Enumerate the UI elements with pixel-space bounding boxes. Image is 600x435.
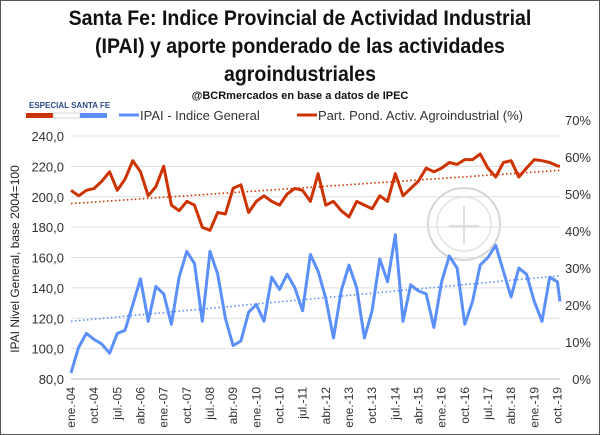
series-line-ipai bbox=[69, 233, 562, 374]
y2-tick-label: 70% bbox=[565, 113, 591, 128]
legend: IPAI - Indice General Part. Pond. Activ.… bbox=[119, 108, 523, 123]
x-tick-label: jul.-05 bbox=[110, 387, 124, 421]
legend-label-agro: Part. Pond. Activ. Agroindustrial (%) bbox=[318, 108, 523, 123]
x-tick-label: ene.-10 bbox=[249, 387, 263, 428]
y2-tick-label: 50% bbox=[565, 187, 591, 202]
title-line-2: (IPAI) y aporte ponderado de las activid… bbox=[95, 35, 505, 58]
y-tick-label: 120,0 bbox=[31, 311, 64, 326]
series-line-agro bbox=[70, 152, 561, 232]
source-note: @BCRmercados en base a datos de IPEC bbox=[191, 90, 409, 102]
seal-outer-ring bbox=[427, 187, 501, 261]
x-tick-label: jul.-14 bbox=[388, 387, 402, 421]
x-tick-label: ene.-19 bbox=[527, 387, 541, 428]
y-tick-label: 220,0 bbox=[31, 159, 64, 174]
chart-title: Santa Fe: Indice Provincial de Actividad… bbox=[22, 5, 578, 89]
y2-tick-label: 60% bbox=[565, 150, 591, 165]
x-tick-label: jul.-11 bbox=[296, 387, 310, 420]
x-tick-label: ene.-07 bbox=[157, 387, 171, 428]
seal-watermark bbox=[427, 187, 501, 261]
y2-tick-label: 30% bbox=[565, 261, 591, 276]
y-tick-label: 140,0 bbox=[31, 281, 64, 296]
x-tick-label: abr.-15 bbox=[411, 387, 425, 425]
y-tick-label: 160,0 bbox=[31, 251, 64, 266]
x-tick-label: oct.-19 bbox=[550, 387, 564, 424]
y-tick-label: 200,0 bbox=[31, 190, 64, 205]
title-line-1: Santa Fe: Indice Provincial de Actividad… bbox=[68, 7, 532, 30]
y-tick-label: 80,0 bbox=[39, 372, 64, 387]
x-tick-label: ene.-04 bbox=[64, 387, 78, 428]
x-tick-label: oct.-04 bbox=[87, 387, 101, 424]
x-tick-label: abr.-06 bbox=[133, 387, 147, 425]
title-line-3: agroindustriales bbox=[224, 63, 376, 86]
especial-santa-fe-badge: ESPECIAL SANTA FE bbox=[26, 101, 111, 119]
x-tick-label: oct.-07 bbox=[180, 387, 194, 424]
x-tick-label: oct.-16 bbox=[458, 387, 472, 424]
y2-tick-label: 10% bbox=[565, 335, 591, 350]
x-tick-label: jul.-17 bbox=[481, 387, 495, 421]
y-tick-label: 100,0 bbox=[31, 342, 64, 357]
x-tick-label: oct.-10 bbox=[272, 387, 286, 424]
x-tick-label: abr.-09 bbox=[226, 387, 240, 425]
y2-tick-label: 20% bbox=[565, 298, 591, 313]
y-axis-title: IPAI Nivel General, base 2004=100 bbox=[8, 165, 22, 353]
x-tick-label: abr.-12 bbox=[319, 387, 333, 425]
x-tick-label: ene.-13 bbox=[342, 387, 356, 428]
badge-bar-white bbox=[52, 112, 81, 119]
legend-label-ipai: IPAI - Indice General bbox=[140, 108, 260, 123]
badge-bar-red bbox=[26, 113, 53, 118]
y-tick-label: 180,0 bbox=[31, 220, 64, 235]
y2-tick-label: 40% bbox=[565, 224, 591, 239]
x-tick-label: oct.-13 bbox=[365, 387, 379, 424]
x-tick-label: jul.-08 bbox=[203, 387, 217, 421]
badge-text: ESPECIAL SANTA FE bbox=[29, 101, 111, 110]
trendline-ipai bbox=[70, 274, 561, 323]
y-tick-label: 240,0 bbox=[31, 129, 64, 144]
y2-tick-label: 0% bbox=[572, 372, 591, 387]
x-tick-label: ene.-16 bbox=[435, 387, 449, 428]
badge-bar-blue bbox=[80, 113, 107, 118]
x-tick-label: abr.-18 bbox=[504, 387, 518, 425]
